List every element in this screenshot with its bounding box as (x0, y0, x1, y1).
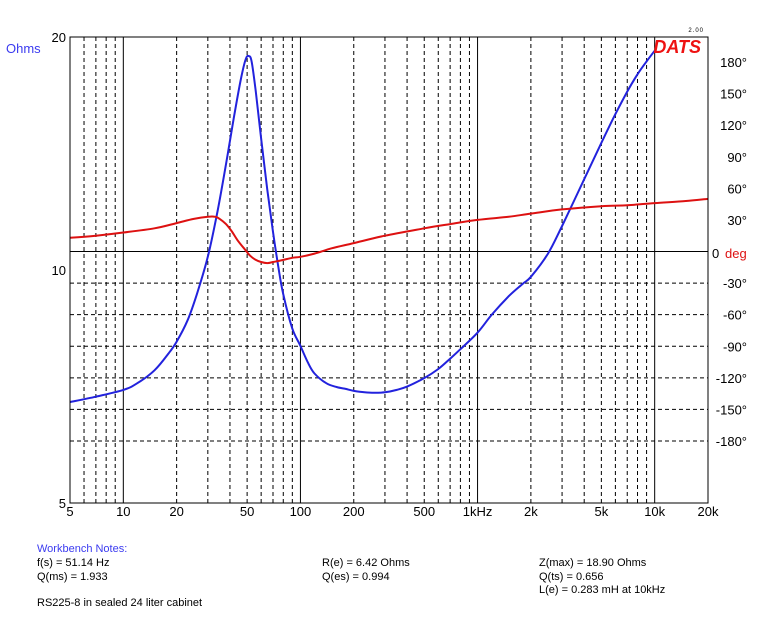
right-tick-label: 90° (727, 150, 747, 165)
x-tick-label: 500 (413, 504, 435, 519)
x-tick-label: 10k (644, 504, 665, 519)
right-tick-label: -150° (716, 402, 747, 417)
x-tick-label: 100 (290, 504, 312, 519)
impedance-line (69, 50, 656, 404)
right-tick-label: -180° (716, 434, 747, 449)
x-tick-label: 1kHz (463, 504, 493, 519)
note-qes: Q(es) = 0.994 (322, 571, 390, 583)
right-tick-label: 150° (720, 87, 747, 102)
plot-frame (69, 36, 709, 504)
note-description: RS225-8 in sealed 24 liter cabinet (37, 597, 203, 609)
note-re: R(e) = 6.42 Ohms (322, 557, 410, 569)
phase-line (69, 197, 709, 265)
right-axis-zero-label: 0 (712, 246, 719, 261)
x-tick-label: 5 (66, 504, 73, 519)
left-tick-label: 5 (59, 496, 66, 511)
right-tick-label: -120° (716, 371, 747, 386)
left-axis-label: Ohms (6, 41, 41, 56)
right-axis-unit-label: deg (725, 246, 747, 261)
series-layer (69, 50, 709, 404)
note-qts: Q(ts) = 0.656 (539, 571, 604, 583)
x-tick-label: 200 (343, 504, 365, 519)
x-tick-label: 5k (594, 504, 608, 519)
notes-title: Workbench Notes: (37, 543, 128, 555)
impedance-phase-chart: 5 10 20 50 100 200 500 1kHz 2k 5k 10k 20k 20 10 5 180… (6, 28, 747, 519)
left-tick-label: 10 (52, 263, 66, 278)
right-tick-label: 120° (720, 118, 747, 133)
x-tick-label: 20 (169, 504, 183, 519)
left-tick-label: 20 (52, 30, 66, 45)
right-tick-label: 180° (720, 55, 747, 70)
version-label: 2.00 (688, 28, 704, 34)
note-le: L(e) = 0.283 mH at 10kHz (539, 584, 666, 596)
x-tick-label: 50 (240, 504, 254, 519)
note-qms: Q(ms) = 1.933 (37, 571, 108, 583)
right-tick-label: -30° (723, 276, 747, 291)
note-fs: f(s) = 51.14 Hz (37, 557, 110, 569)
right-tick-label: 60° (727, 181, 747, 196)
brand-logo: DATS (653, 37, 701, 57)
x-tick-label: 20k (698, 504, 719, 519)
right-tick-label: -90° (723, 339, 747, 354)
x-tick-label: 2k (524, 504, 538, 519)
right-tick-label: -60° (723, 308, 747, 323)
left-tick-labels: 20 10 5 (52, 30, 66, 511)
right-tick-label: 30° (727, 213, 747, 228)
grid (70, 37, 708, 503)
right-tick-labels: 180° 150° 120° 90° 60° 30° -30° -60° -90° -120° -1… (716, 55, 747, 449)
x-tick-labels: 5 10 20 50 100 200 500 1kHz 2k 5k 10k 20k (66, 504, 719, 519)
note-zmax: Z(max) = 18.90 Ohms (539, 557, 647, 569)
x-tick-label: 10 (116, 504, 130, 519)
